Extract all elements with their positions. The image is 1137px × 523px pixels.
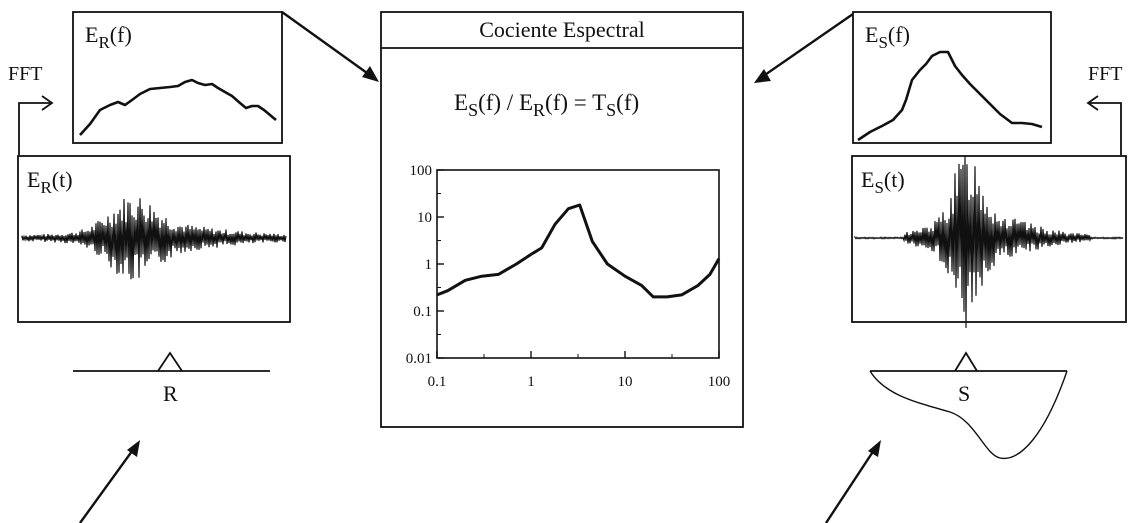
left-spectrum-panel: ER(f) bbox=[72, 11, 283, 144]
right-fft-arrow bbox=[1086, 95, 1122, 155]
right-spectrum-panel: ES(f) bbox=[852, 11, 1052, 144]
right-spectrum-label: ES(f) bbox=[865, 22, 910, 52]
left-fft-label: FFT bbox=[8, 63, 42, 85]
left-signal-label: ER(t) bbox=[27, 167, 73, 197]
x-tick-label: 1 bbox=[527, 374, 535, 390]
y-tick-label: 100 bbox=[410, 163, 433, 179]
right-site bbox=[869, 351, 1068, 460]
left-spectrum-curve bbox=[79, 78, 277, 136]
chart-plot-area bbox=[436, 169, 720, 359]
left-site bbox=[73, 351, 270, 372]
center-panel: Cociente Espectral ES(f) / ER(f) = TS(f)… bbox=[380, 11, 744, 428]
center-equation: ES(f) / ER(f) = TS(f) bbox=[454, 90, 639, 120]
right-spectrum-curve bbox=[857, 50, 1043, 142]
x-tick-label: 10 bbox=[618, 374, 633, 390]
y-tick-label: 10 bbox=[417, 210, 432, 226]
right-fft-label: FFT bbox=[1088, 63, 1122, 85]
right-signal-waveform bbox=[854, 156, 1124, 328]
right-signal-label: ES(t) bbox=[861, 167, 905, 197]
center-title: Cociente Espectral bbox=[479, 17, 645, 42]
right-to-center-arrow bbox=[754, 13, 854, 83]
left-signal-panel: ER(t) bbox=[17, 155, 291, 323]
left-fft-arrow bbox=[18, 95, 54, 155]
chart-series-line bbox=[436, 203, 721, 299]
left-incoming-arrow bbox=[79, 440, 140, 523]
left-to-center-arrow bbox=[281, 11, 379, 82]
y-tick-label: 0.01 bbox=[406, 351, 432, 367]
right-site-label: S bbox=[958, 381, 970, 406]
y-tick-label: 1 bbox=[425, 257, 433, 273]
x-tick-label: 0.1 bbox=[428, 374, 447, 390]
y-tick-label: 0.1 bbox=[413, 304, 432, 320]
sediment-basin bbox=[869, 370, 1068, 460]
right-incoming-arrow bbox=[824, 440, 881, 523]
right-signal-panel: ES(t) bbox=[851, 155, 1127, 328]
transfer-function-chart: 100 10 1 0.1 0.01 0.1 1 10 100 bbox=[406, 163, 731, 390]
x-tick-label: 100 bbox=[708, 374, 731, 390]
left-site-label: R bbox=[163, 381, 178, 406]
left-signal-waveform bbox=[21, 198, 287, 280]
left-spectrum-label: ER(f) bbox=[85, 22, 132, 52]
